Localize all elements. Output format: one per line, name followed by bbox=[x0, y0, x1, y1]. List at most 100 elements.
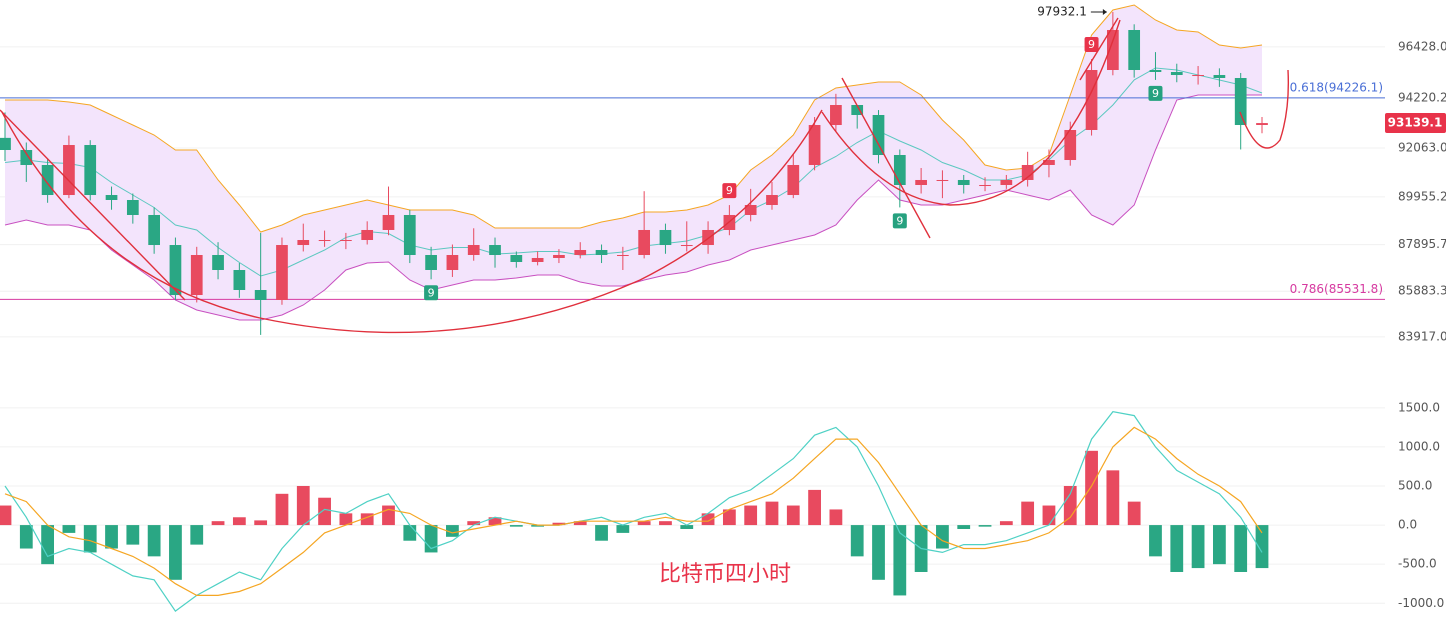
candle-body bbox=[1234, 78, 1247, 126]
candle-body bbox=[1064, 129, 1077, 161]
macd-bar bbox=[978, 525, 992, 527]
candle-body bbox=[510, 255, 523, 263]
macd-bar bbox=[382, 505, 395, 526]
candle-body bbox=[766, 195, 778, 206]
candle-body bbox=[41, 164, 54, 196]
last-price-box bbox=[1385, 113, 1446, 134]
td-marker-box bbox=[892, 213, 907, 229]
candle-body bbox=[105, 195, 118, 200]
candle-body bbox=[574, 249, 587, 256]
max-label: 97932.1 bbox=[1037, 4, 1087, 18]
y-tick-label: 1500.0 bbox=[1398, 400, 1440, 414]
td-marker-label: 9 bbox=[726, 184, 733, 197]
td-marker-label: 9 bbox=[1088, 38, 1095, 51]
macd-bar bbox=[41, 525, 55, 565]
macd-bar bbox=[1021, 501, 1035, 526]
td-marker: 9 bbox=[1148, 85, 1163, 101]
macd-bar bbox=[957, 525, 971, 529]
trend-arc bbox=[1239, 69, 1289, 149]
macd-bar bbox=[701, 513, 715, 526]
macd-bar bbox=[936, 525, 949, 549]
macd-bar bbox=[808, 489, 821, 526]
candle-body bbox=[553, 255, 565, 258]
macd-bar bbox=[19, 525, 33, 549]
macd-bar bbox=[1063, 485, 1077, 526]
candle-body bbox=[915, 179, 927, 185]
candle-body bbox=[1192, 75, 1204, 77]
y-tick-label: 89955.2 bbox=[1398, 189, 1446, 203]
macd-bar bbox=[105, 525, 118, 549]
td-marker: 9 bbox=[424, 285, 439, 301]
candle-body bbox=[84, 145, 97, 196]
y-tick-label: -1000.0 bbox=[1398, 596, 1444, 610]
macd-bar bbox=[446, 525, 459, 537]
candle-body bbox=[787, 164, 800, 196]
candle-body bbox=[1128, 29, 1141, 71]
macd-bar bbox=[254, 520, 268, 526]
candle-body bbox=[1021, 164, 1034, 180]
plot-layer: 83917.0 85883.3 87895.7 89955.2 92063.0 94220… bbox=[0, 4, 1446, 612]
macd-bar bbox=[552, 522, 566, 526]
td-marker: 9 bbox=[1084, 37, 1099, 53]
y-tick-label: 96428.0 bbox=[1398, 39, 1446, 53]
macd-bar bbox=[872, 525, 885, 580]
candle-body bbox=[403, 214, 416, 256]
macd-bar bbox=[616, 525, 630, 533]
candle-body bbox=[467, 245, 480, 256]
bollinger-upper bbox=[5, 4, 1263, 233]
macd-bar bbox=[62, 525, 76, 533]
candle-body bbox=[957, 179, 970, 185]
candle-body bbox=[382, 214, 395, 230]
candle-body bbox=[659, 229, 672, 246]
candle-body bbox=[616, 255, 629, 257]
watermark-title: 比特币四小时 bbox=[659, 562, 791, 587]
macd-bar bbox=[722, 509, 736, 526]
y-tick-label: 1000.0 bbox=[1398, 439, 1440, 453]
candle-body bbox=[1170, 71, 1183, 76]
candle-body bbox=[425, 255, 437, 270]
macd-bar bbox=[850, 525, 864, 557]
td-marker-box bbox=[1148, 85, 1163, 101]
macd-bar bbox=[1191, 525, 1205, 569]
y-tick-label: 0.0 bbox=[1398, 518, 1417, 532]
trend-arc bbox=[1, 109, 823, 334]
max-arrow-head bbox=[1102, 8, 1107, 15]
trend-drawings bbox=[0, 17, 1289, 334]
candle-body bbox=[851, 105, 864, 115]
macd-bar bbox=[1234, 525, 1248, 572]
macd-bar bbox=[275, 493, 289, 526]
y-tick-label: -500.0 bbox=[1398, 557, 1437, 571]
macd-bar bbox=[467, 521, 481, 526]
candle-body bbox=[680, 245, 693, 247]
candle-body bbox=[979, 184, 991, 186]
candle-body bbox=[63, 145, 75, 196]
candle-body bbox=[1213, 75, 1226, 78]
dea-line bbox=[4, 426, 1263, 596]
y-tick-label: 94220.2 bbox=[1398, 90, 1446, 104]
td-marker: 9 bbox=[892, 213, 907, 229]
td-marker-label: 9 bbox=[896, 214, 903, 227]
candle-body bbox=[489, 245, 501, 256]
y-tick-label: 92063.0 bbox=[1398, 141, 1446, 155]
macd-bar bbox=[573, 521, 587, 526]
candle-body bbox=[638, 229, 651, 256]
macd-bar bbox=[595, 525, 608, 541]
candle-body bbox=[1000, 179, 1013, 185]
macd-bar bbox=[829, 509, 843, 526]
macd-bar bbox=[1085, 450, 1098, 526]
candle-body bbox=[340, 240, 352, 242]
macd-bar bbox=[999, 521, 1013, 526]
candle-body bbox=[361, 229, 374, 241]
candle-body bbox=[190, 255, 203, 296]
macd-bar bbox=[659, 521, 672, 526]
macd-bar bbox=[786, 505, 800, 526]
candle-body bbox=[254, 290, 267, 300]
candle-body bbox=[276, 245, 288, 300]
fib-label: 0.618(94226.1) bbox=[1290, 80, 1383, 94]
candle-body bbox=[318, 240, 331, 242]
y-tick-label: 85883.3 bbox=[1398, 284, 1446, 298]
macd-bar bbox=[190, 525, 204, 545]
macd-bar bbox=[296, 485, 310, 526]
macd-bar bbox=[83, 525, 97, 553]
candle-body bbox=[1149, 70, 1162, 72]
